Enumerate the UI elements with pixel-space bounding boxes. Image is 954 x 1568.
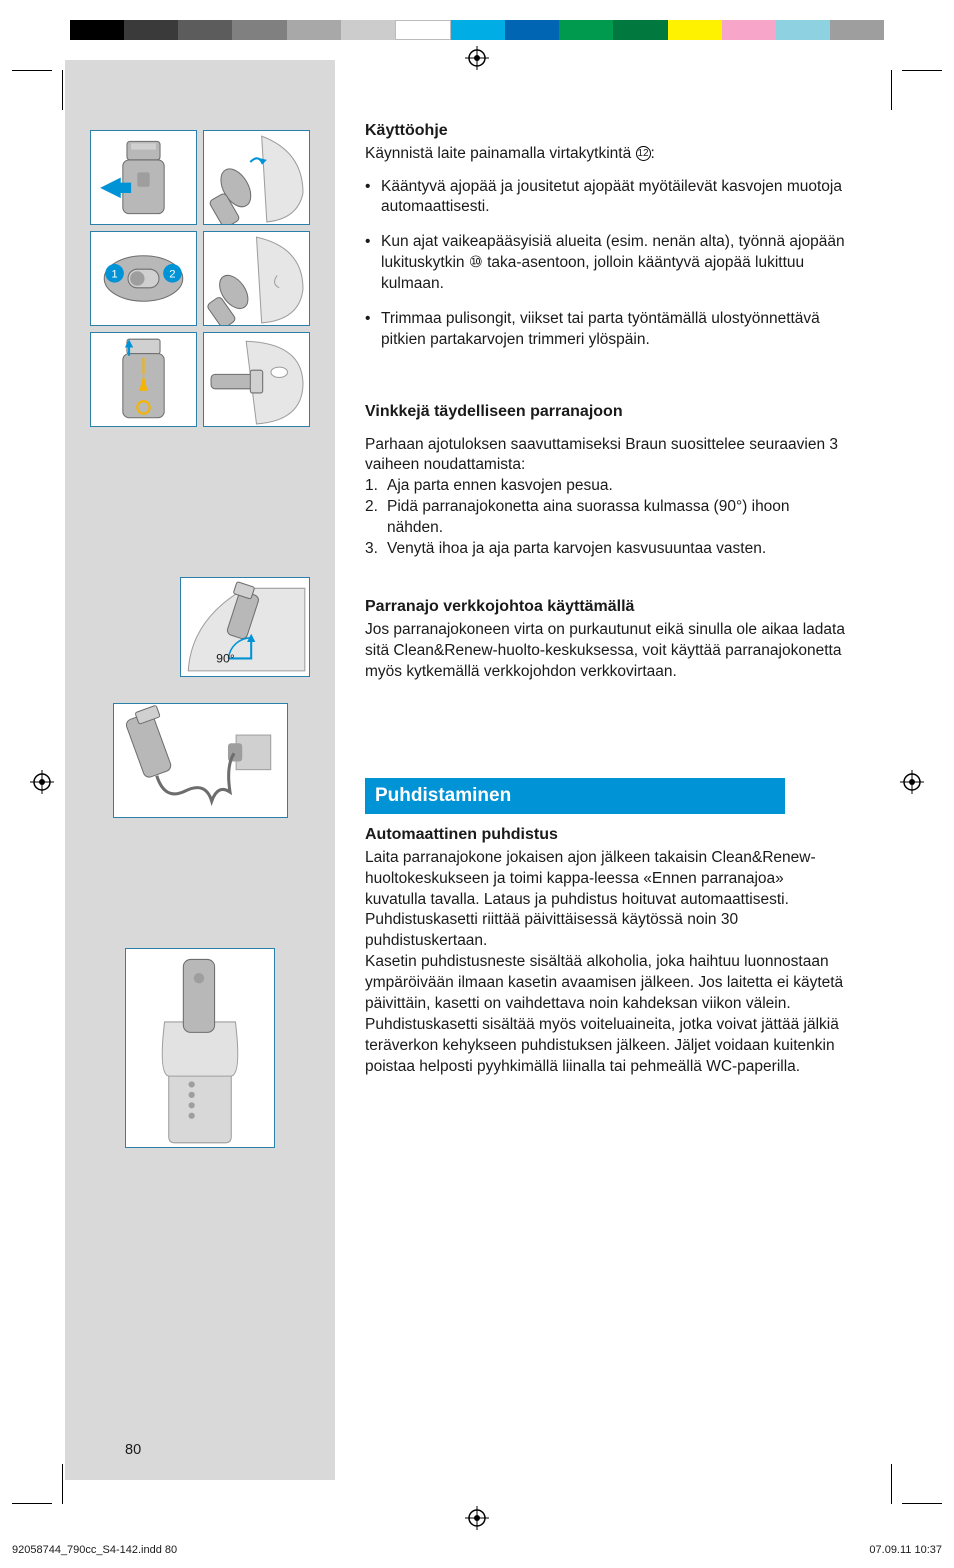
cleaning-p1: Laita parranajokone jokaisen ajon jälkee…: [365, 848, 845, 953]
cleaning-p2: Kasetin puhdistusneste sisältää alkoholi…: [365, 952, 845, 1015]
ref-12-icon: 12: [636, 146, 651, 161]
cleaning-section-bar: Puhdistaminen: [365, 778, 785, 814]
illus-lock-slider-icon: 1 2: [90, 231, 197, 326]
registration-mark-icon: [465, 1506, 489, 1530]
cleaning-sub: Automaattinen puhdistus: [365, 824, 845, 846]
usage-intro: Käynnistä laite painamalla virtakytkintä…: [365, 144, 845, 165]
crop-mark-icon: [891, 70, 892, 110]
crop-mark-icon: [902, 70, 942, 71]
usage-bullets: Kääntyvä ajopää ja jousitetut ajopäät my…: [365, 177, 845, 351]
illus-angle-icon: 90°: [180, 577, 310, 677]
usage-illustration-grid: 1 2: [90, 130, 310, 427]
list-item: 3.Venytä ihoa ja aja parta karvojen kasv…: [365, 539, 845, 560]
crop-mark-icon: [62, 70, 63, 110]
cord-heading: Parranajo verkkojohtoa käyttämällä: [365, 596, 845, 618]
illus-cord-shave-icon: [113, 703, 288, 818]
list-item: 2.Pidä parranajokonetta aina suorassa ku…: [365, 497, 845, 539]
registration-mark-icon: [900, 770, 924, 794]
illus-clean-station-icon: [125, 948, 275, 1148]
crop-mark-icon: [12, 70, 52, 71]
crop-mark-icon: [62, 1464, 63, 1504]
crop-mark-icon: [891, 1464, 892, 1504]
badge-2: 2: [169, 268, 175, 280]
tips-list: 1.Aja parta ennen kasvojen pesua. 2.Pidä…: [365, 476, 845, 560]
illus-shave-face-icon: [203, 130, 310, 225]
registration-mark-icon: [30, 770, 54, 794]
footer-file: 92058744_790cc_S4-142.indd 80: [12, 1544, 177, 1556]
page-number: 80: [125, 1442, 141, 1458]
usage-heading: Käyttöohje: [365, 120, 845, 142]
list-item: Trimmaa pulisongit, viikset tai parta ty…: [365, 309, 845, 351]
list-item: Kun ajat vaikeapääsyisiä alueita (esim. …: [365, 232, 845, 295]
crop-mark-icon: [12, 1503, 52, 1504]
illus-trimmer-slide-icon: [90, 332, 197, 427]
page-content: 1 2: [65, 60, 885, 1480]
illus-trim-sideburn-icon: [203, 332, 310, 427]
illustration-column: 1 2: [65, 60, 335, 1480]
tips-intro: Parhaan ajotuloksen saavuttamiseksi Brau…: [365, 435, 845, 477]
cord-body: Jos parranajokoneen virta on purkautunut…: [365, 620, 845, 683]
tips-heading: Vinkkejä täydelliseen parranajoon: [365, 401, 845, 423]
text-column: Käyttöohje Käynnistä laite painamalla vi…: [335, 60, 885, 1480]
illus-under-nose-icon: [203, 231, 310, 326]
angle-label: 90°: [216, 652, 235, 666]
badge-1: 1: [111, 268, 117, 280]
list-item: 1.Aja parta ennen kasvojen pesua.: [365, 476, 845, 497]
footer-date: 07.09.11 10:37: [869, 1544, 942, 1556]
cleaning-p3: Puhdistuskasetti sisältää myös voiteluai…: [365, 1015, 845, 1078]
list-item: Kääntyvä ajopää ja jousitetut ajopäät my…: [365, 177, 845, 219]
print-color-bar: [70, 20, 884, 40]
illus-shaver-front-icon: [90, 130, 197, 225]
crop-mark-icon: [902, 1503, 942, 1504]
